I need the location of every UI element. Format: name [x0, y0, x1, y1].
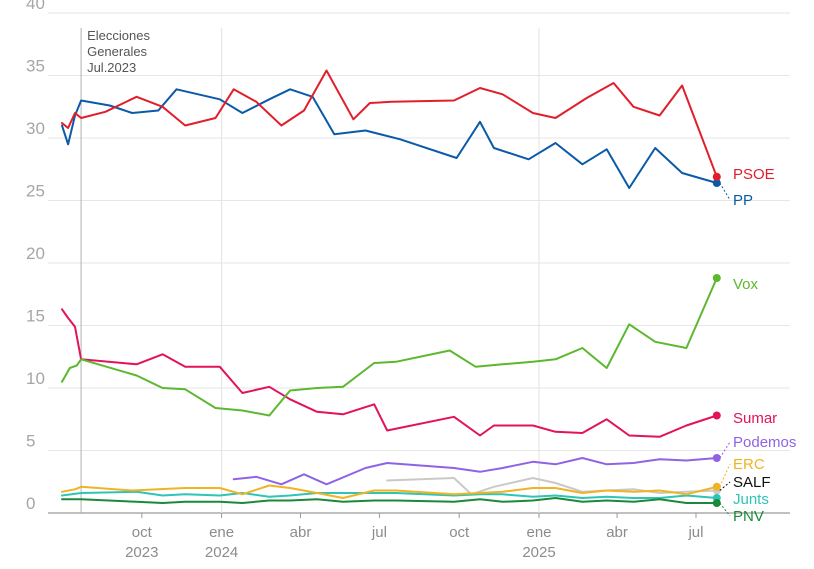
- y-tick-label: 35: [26, 57, 45, 76]
- series-label-junts: Junts: [733, 491, 769, 508]
- x-tick-label: ene: [526, 524, 551, 541]
- y-tick-label: 0: [26, 494, 35, 513]
- y-tick-label: 30: [26, 119, 45, 138]
- x-tick-labels: oct 2023 ene 2024 abr jul oct ene 2025 abr jul: [125, 524, 703, 561]
- series-line-podemos: [232, 457, 718, 486]
- series-end-dot-pp: [712, 179, 721, 187]
- y-gridlines: [48, 12, 790, 514]
- x-tick-label: abr: [606, 524, 628, 541]
- series-label-salf: SALF: [733, 474, 771, 491]
- x-tick-label: oct: [132, 524, 153, 541]
- series-label-leader: [719, 441, 731, 459]
- series-line-erc: [61, 484, 718, 499]
- series-label-pp: PP: [733, 192, 753, 209]
- y-tick-label: 20: [26, 244, 45, 263]
- election-annotation-text: Generales: [87, 44, 147, 59]
- x-tick-label: jul: [371, 524, 387, 541]
- x-tick-label: abr: [290, 524, 312, 541]
- election-annotation-text: Elecciones: [87, 28, 150, 43]
- series-end-dot-pnv: [712, 499, 721, 507]
- series-label-podemos: Podemos: [733, 434, 796, 451]
- series-label-leader: [719, 463, 731, 487]
- x-tick-label: jul: [687, 524, 703, 541]
- y-tick-labels: 0 5 10 15 20 25 30 35 40: [26, 0, 45, 513]
- series-line-pnv: [61, 497, 718, 504]
- series-label-psoe: PSOE: [733, 166, 775, 183]
- series-end-dot-sumar: [712, 411, 721, 420]
- y-tick-label: 5: [26, 432, 35, 451]
- series-line-salf: [386, 477, 718, 496]
- election-annotation-text: Jul.2023: [87, 60, 136, 75]
- y-tick-label: 15: [26, 307, 45, 326]
- series-label-leader: [719, 502, 731, 517]
- series-label-pnv: PNV: [733, 508, 764, 525]
- y-tick-label: 25: [26, 182, 45, 201]
- series-end-dot-podemos: [712, 454, 721, 462]
- x-tick-label: oct: [449, 524, 470, 541]
- x-tick-year-label: 2023: [125, 544, 158, 561]
- series-end-dots: [712, 172, 721, 507]
- series-line-sumar: [61, 308, 718, 438]
- series-label-leader: [719, 182, 731, 201]
- series-line-psoe: [61, 69, 718, 178]
- series-label-sumar: Sumar: [733, 410, 777, 427]
- series-end-dot-psoe: [712, 172, 721, 181]
- x-tick-year-label: 2025: [522, 544, 555, 561]
- series-end-dot-erc: [712, 482, 721, 491]
- series-end-dot-vox: [712, 274, 721, 282]
- series-line-junts: [61, 490, 718, 499]
- series-line-vox: [61, 277, 718, 417]
- y-tick-label: 40: [26, 0, 45, 13]
- x-tick-label: ene: [209, 524, 234, 541]
- series-lines: [61, 69, 718, 504]
- x-tick-year-label: 2024: [205, 544, 238, 561]
- series-label-leader: [719, 481, 731, 491]
- series-line-pp: [61, 88, 718, 189]
- series-label-erc: ERC: [733, 456, 765, 473]
- series-label-vox: Vox: [733, 276, 759, 293]
- y-tick-label: 10: [26, 369, 45, 388]
